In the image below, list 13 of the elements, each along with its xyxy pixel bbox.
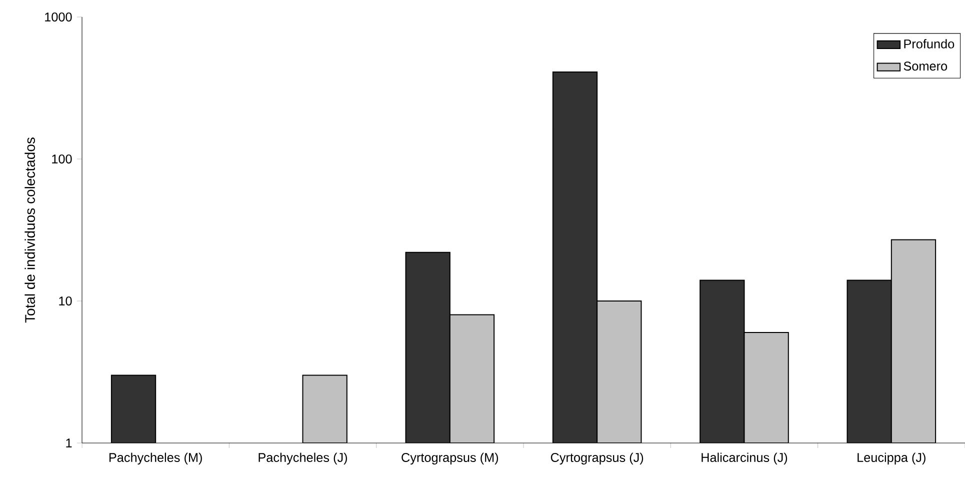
legend-label: Somero [904, 62, 948, 71]
legend-label: Profundo [904, 39, 954, 48]
y-tick-label: 1 [66, 438, 72, 448]
x-tick-label: Halicarcinus (J) [702, 452, 788, 464]
x-tick-label: Cyrtograpsus (M) [402, 452, 498, 465]
y-tick-label: 100 [52, 154, 72, 164]
x-tick-label: Pachycheles (M) [109, 452, 202, 465]
x-tick-label: Cyrtograpsus (J) [550, 452, 644, 465]
y-tick-label: 10 [59, 296, 72, 306]
y-axis-title: Total de individuos colectados [24, 138, 35, 323]
x-tick-label: Leucippa (J) [858, 452, 926, 465]
x-tick-label: Pachycheles (J) [258, 452, 347, 465]
y-tick-label: 1000 [45, 12, 72, 22]
